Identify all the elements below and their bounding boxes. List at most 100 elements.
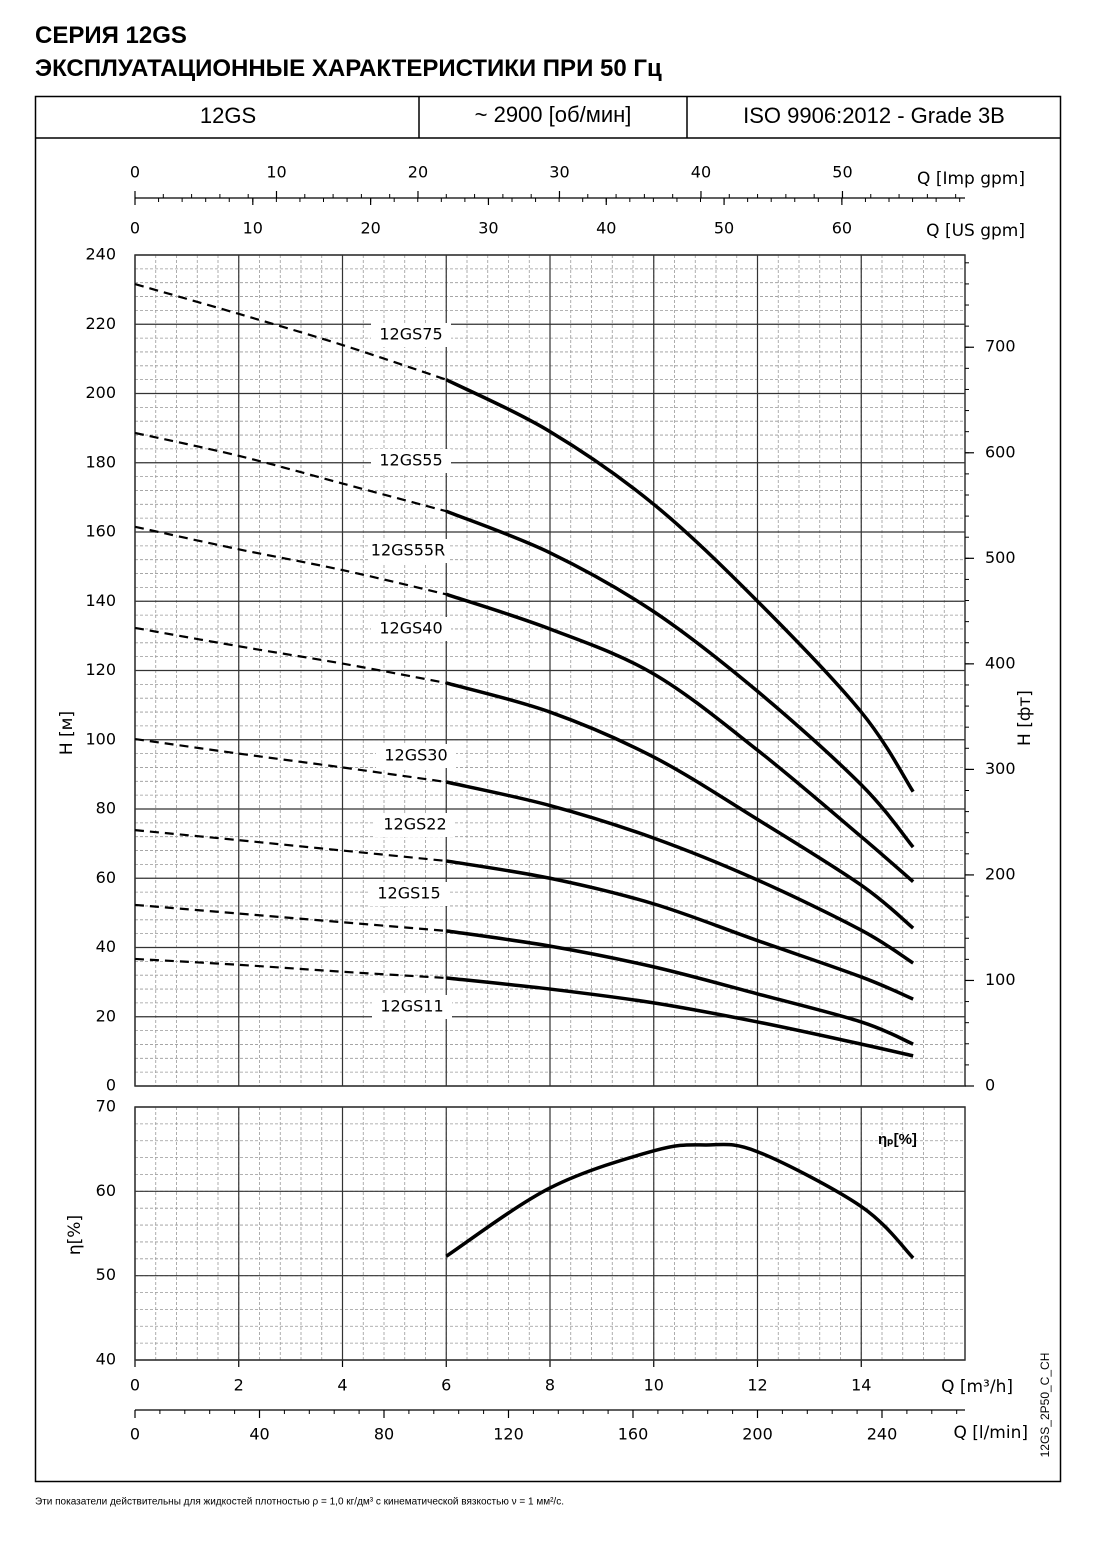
curve: [445, 859, 914, 1001]
curve-label-bg: [375, 813, 455, 837]
curve-label-bg: [376, 744, 456, 768]
x-tick-label: 8: [545, 1376, 555, 1395]
curve-extrapolated: [134, 431, 447, 513]
top-axis-label: Q [Imp gpm]: [917, 169, 1025, 189]
curve-extrapolated: [134, 737, 447, 784]
top-axis-tick-label: 50: [714, 219, 734, 238]
y2-tick-label: 200: [985, 864, 1016, 883]
series-label: ηₚ[%]: [878, 1131, 917, 1148]
top-axis-tick-label: 10: [266, 163, 286, 182]
curve-label-bg: [371, 449, 451, 473]
top-axis-tick-label: 0: [130, 163, 140, 182]
x-tick-label: 6: [441, 1376, 451, 1395]
bottom-axis-tick-label: 80: [374, 1425, 394, 1444]
x-axis-label: Q [m³/h]: [941, 1377, 1013, 1397]
x-tick-label: 14: [851, 1376, 871, 1395]
y2-tick-label: 500: [985, 548, 1016, 567]
top-axis-tick-label: 30: [478, 219, 498, 238]
y-tick-label: 0: [106, 1076, 116, 1095]
x-tick-label: 10: [644, 1376, 664, 1395]
curve: [445, 681, 915, 930]
bottom-axis-tick-label: 0: [130, 1425, 140, 1444]
x-tick-label: 4: [337, 1376, 347, 1395]
x-tick-label: 2: [234, 1376, 244, 1395]
y-tick-label: 70: [96, 1097, 116, 1116]
header-cell: ISO 9906:2012 - Grade 3B: [743, 103, 1005, 128]
curve-extrapolated: [134, 525, 447, 596]
curve-extrapolated: [134, 957, 447, 980]
curve-label: 12GS55: [379, 451, 442, 470]
top-axis-tick-label: 50: [832, 163, 852, 182]
y-axis-label: η[%]: [65, 1215, 85, 1255]
curve-label: 12GS30: [384, 746, 447, 765]
top-axis-tick-label: 40: [691, 163, 711, 182]
y-tick-label: 40: [96, 937, 116, 956]
top-axis-tick-label: 0: [130, 219, 140, 238]
y2-tick-label: 600: [985, 442, 1016, 461]
top-axis-tick-label: 20: [408, 163, 428, 182]
y2-tick-label: 700: [985, 337, 1016, 356]
top-axis-tick-label: 60: [832, 219, 852, 238]
top-axis-tick-label: 10: [243, 219, 263, 238]
curve: [445, 780, 915, 965]
plot-frame: [134, 254, 966, 1087]
curve-label: 12GS75: [379, 325, 442, 344]
y-tick-label: 20: [96, 1006, 116, 1025]
bottom-axis-label: Q [l/min]: [953, 1423, 1028, 1443]
curve: [445, 1142, 915, 1260]
y-tick-label: 240: [85, 245, 116, 264]
top-axis-label: Q [US gpm]: [926, 221, 1025, 241]
title-line: ЭКСПЛУАТАЦИОННЫЕ ХАРАКТЕРИСТИКИ ПРИ 50 Г…: [35, 55, 662, 82]
y-tick-label: 120: [85, 660, 116, 679]
curve: [445, 509, 915, 849]
curve: [445, 929, 914, 1046]
curve-label: 12GS11: [380, 997, 443, 1016]
curve-label: 12GS15: [377, 884, 440, 903]
curve-extrapolated: [134, 626, 447, 685]
bottom-axis-tick-label: 200: [742, 1425, 773, 1444]
plot-frame: [134, 1106, 966, 1361]
y-tick-label: 160: [85, 522, 116, 541]
y-tick-label: 180: [85, 452, 116, 471]
curve-label-bg: [368, 539, 448, 563]
curve: [445, 592, 915, 884]
bottom-axis-tick-label: 120: [493, 1425, 524, 1444]
frame: [34, 95, 1062, 1483]
curve-label: 12GS55R: [371, 541, 445, 560]
bottom-axis-tick-label: 160: [618, 1425, 649, 1444]
y-tick-label: 140: [85, 591, 116, 610]
y2-tick-label: 0: [985, 1076, 995, 1095]
y2-tick-label: 300: [985, 759, 1016, 778]
y-tick-label: 60: [96, 1181, 116, 1200]
x-tick-label: 0: [130, 1376, 140, 1395]
curve-label: 12GS40: [379, 619, 442, 638]
x-tick-label: 12: [747, 1376, 767, 1395]
curve-label-bg: [371, 323, 451, 347]
top-axis-tick-label: 40: [596, 219, 616, 238]
y-tick-label: 80: [96, 799, 116, 818]
curve-extrapolated: [134, 903, 447, 932]
top-axis-tick-label: 20: [360, 219, 380, 238]
curve-label-bg: [372, 995, 452, 1019]
top-axis-tick-label: 30: [549, 163, 569, 182]
header-cell: 12GS: [200, 103, 256, 128]
header-cell: ~ 2900 [об/мин]: [475, 102, 632, 127]
y-tick-label: 100: [85, 729, 116, 748]
curve: [446, 976, 914, 1058]
y-axis-label: H [м]: [57, 711, 77, 755]
y2-tick-label: 400: [985, 653, 1016, 672]
y2-axis-label: H [фт]: [1015, 690, 1035, 746]
y-tick-label: 200: [85, 383, 116, 402]
bottom-axis-tick-label: 40: [249, 1425, 269, 1444]
curve-extrapolated: [134, 829, 447, 863]
curve-extrapolated: [134, 283, 447, 381]
bottom-axis-tick-label: 240: [867, 1425, 898, 1444]
title-line: СЕРИЯ 12GS: [35, 22, 187, 49]
footnote: Эти показатели действительны для жидкост…: [35, 1497, 564, 1508]
y-tick-label: 40: [96, 1350, 116, 1369]
y-tick-label: 220: [85, 314, 116, 333]
y2-tick-label: 100: [985, 970, 1016, 989]
curve-label: 12GS22: [383, 815, 446, 834]
curve-label-bg: [371, 617, 451, 641]
